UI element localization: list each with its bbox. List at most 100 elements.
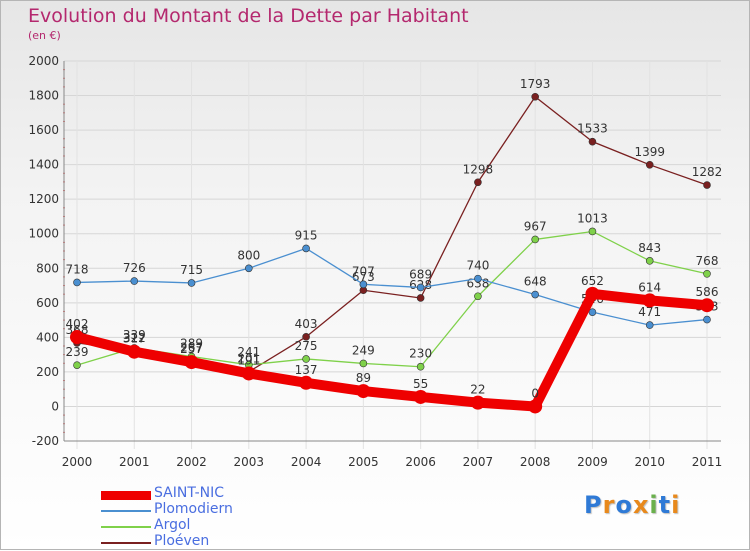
data-point-saint-nic bbox=[356, 384, 371, 399]
data-point-plomodiern bbox=[416, 283, 425, 292]
data-label-plomodiern: 715 bbox=[180, 263, 203, 277]
data-label-argol: 967 bbox=[524, 219, 547, 233]
data-label-saint-nic: 402 bbox=[66, 317, 89, 331]
legend-swatch bbox=[101, 490, 151, 500]
logo-letter: o bbox=[615, 491, 633, 519]
data-point-argol bbox=[645, 257, 654, 265]
logo-letter: i bbox=[649, 491, 659, 519]
data-point-plo-ven bbox=[588, 137, 597, 146]
legend-label: SAINT-NIC bbox=[154, 485, 225, 501]
data-point-plomodiern bbox=[359, 280, 368, 289]
y-tick-label: 2000 bbox=[28, 54, 59, 68]
data-point-argol bbox=[588, 227, 597, 236]
data-point-plo-ven bbox=[302, 333, 310, 341]
data-label-argol: 239 bbox=[66, 345, 89, 359]
data-label-plomodiern: 471 bbox=[638, 305, 661, 319]
y-tick-label: -200 bbox=[32, 434, 59, 448]
data-point-argol bbox=[703, 269, 711, 278]
data-label-saint-nic: 191 bbox=[237, 353, 260, 367]
data-point-plomodiern bbox=[245, 264, 253, 273]
data-label-plo-ven: 201 bbox=[237, 352, 260, 366]
series-line-plomodiern bbox=[76, 247, 708, 326]
data-label-saint-nic: 137 bbox=[295, 363, 318, 377]
data-point-plo-ven bbox=[531, 92, 539, 101]
data-point-plomodiern bbox=[531, 290, 539, 299]
data-point-argol bbox=[416, 362, 425, 371]
data-label-plomodiern: 915 bbox=[295, 228, 318, 242]
x-tick-label: 2007 bbox=[463, 455, 494, 469]
data-point-saint-nic bbox=[700, 298, 714, 313]
chart-subtitle: (en €) bbox=[28, 29, 61, 42]
data-point-plo-ven bbox=[645, 161, 654, 169]
y-tick-label: 1000 bbox=[28, 227, 59, 241]
data-point-saint-nic bbox=[241, 366, 256, 381]
y-tick-label: 200 bbox=[36, 365, 59, 379]
x-tick-label: 2005 bbox=[348, 455, 379, 469]
y-tick-label: 400 bbox=[36, 330, 59, 344]
data-label-plo-ven: 322 bbox=[123, 331, 146, 345]
data-point-plomodiern bbox=[645, 321, 654, 329]
data-point-plomodiern bbox=[588, 308, 597, 316]
data-point-plomodiern bbox=[73, 278, 81, 287]
x-tick-label: 2009 bbox=[577, 455, 608, 469]
data-point-argol bbox=[359, 359, 368, 368]
data-point-saint-nic bbox=[585, 286, 600, 301]
data-label-plomodiern: 740 bbox=[466, 259, 489, 273]
data-label-plomodiern: 648 bbox=[524, 275, 547, 289]
x-tick-label: 2000 bbox=[62, 455, 93, 469]
data-label-argol: 241 bbox=[237, 345, 260, 359]
data-point-saint-nic bbox=[299, 375, 314, 390]
data-label-saint-nic: 652 bbox=[581, 274, 604, 288]
data-label-saint-nic: 586 bbox=[696, 285, 719, 299]
logo-letter: x bbox=[632, 491, 650, 519]
data-point-argol bbox=[531, 235, 539, 244]
y-tick-label: 1600 bbox=[28, 123, 59, 137]
data-label-argol: 768 bbox=[696, 254, 719, 268]
data-label-plomodiern: 800 bbox=[237, 248, 260, 262]
data-label-plo-ven: 1282 bbox=[692, 165, 723, 179]
logo-letter: t bbox=[658, 491, 672, 519]
data-label-saint-nic: 55 bbox=[413, 377, 428, 391]
data-point-plomodiern bbox=[130, 277, 139, 285]
data-point-plo-ven bbox=[703, 181, 711, 189]
x-tick-label: 2004 bbox=[291, 455, 322, 469]
x-tick-label: 2008 bbox=[520, 455, 551, 469]
data-point-saint-nic bbox=[413, 389, 428, 404]
series-line-saint-nic bbox=[72, 288, 712, 412]
data-label-argol: 843 bbox=[638, 241, 661, 255]
y-tick-label: 0 bbox=[51, 399, 59, 413]
data-point-saint-nic bbox=[528, 399, 543, 414]
data-point-saint-nic bbox=[127, 344, 142, 359]
data-point-saint-nic bbox=[642, 293, 657, 308]
data-label-plo-ven: 1298 bbox=[463, 162, 494, 176]
logo-letter: P bbox=[584, 491, 603, 519]
data-label-plo-ven: 267 bbox=[180, 340, 203, 354]
legend-label: Plomodiern bbox=[154, 501, 233, 517]
data-point-argol bbox=[73, 361, 81, 369]
data-label-saint-nic: 0 bbox=[531, 386, 539, 400]
data-label-argol: 249 bbox=[352, 343, 375, 357]
data-label-argol: 275 bbox=[295, 339, 318, 353]
data-label-plo-ven: 1399 bbox=[634, 145, 665, 159]
y-tick-label: 1200 bbox=[28, 192, 59, 206]
data-label-saint-nic: 614 bbox=[638, 280, 661, 294]
data-point-plomodiern bbox=[703, 315, 711, 324]
x-tick-label: 2002 bbox=[176, 455, 207, 469]
data-label-plo-ven: 403 bbox=[295, 317, 318, 331]
data-label-plomodiern: 726 bbox=[123, 261, 146, 275]
data-point-saint-nic bbox=[184, 355, 199, 370]
data-point-plo-ven bbox=[474, 178, 482, 187]
proxiti-logo: Proxiti bbox=[584, 491, 680, 519]
legend-swatch bbox=[101, 542, 151, 544]
y-tick-label: 600 bbox=[36, 296, 59, 310]
legend-label: Ploéven bbox=[154, 533, 210, 549]
x-tick-label: 2010 bbox=[634, 455, 665, 469]
data-label-saint-nic: 22 bbox=[470, 383, 485, 397]
logo-letter: r bbox=[602, 491, 616, 519]
y-tick-label: 1800 bbox=[28, 89, 59, 103]
data-point-saint-nic bbox=[470, 395, 485, 410]
data-label-saint-nic: 257 bbox=[180, 342, 203, 356]
series-line-argol bbox=[76, 230, 708, 368]
